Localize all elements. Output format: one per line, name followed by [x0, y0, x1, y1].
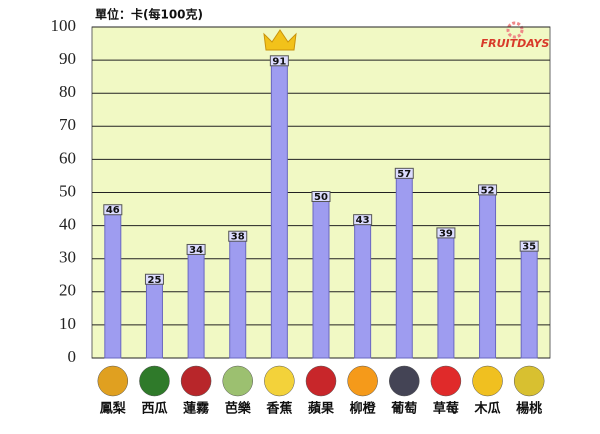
y-tick-label: 20: [59, 281, 76, 300]
fruit-icon: [180, 365, 212, 397]
value-label-box: [394, 167, 414, 179]
x-tick-label: 蓮霧: [183, 401, 210, 417]
logo-ring: [506, 21, 524, 39]
x-tick-label: 芭樂: [225, 401, 252, 417]
bar: [354, 215, 372, 359]
bar: [312, 192, 330, 359]
x-tick-label: 香蕉: [265, 401, 292, 417]
x-tick-label: 木瓜: [474, 401, 501, 417]
bar: [437, 228, 455, 359]
value-label-box: [269, 55, 289, 67]
value-label: 35: [522, 242, 536, 253]
value-label: 38: [231, 232, 245, 243]
y-tick-label: 10: [59, 314, 76, 333]
value-label-box: [519, 240, 539, 252]
fruit-icon: [97, 365, 129, 397]
y-tick-label: 70: [59, 115, 76, 134]
y-tick-label: 40: [59, 215, 76, 234]
fruit-icon: [389, 365, 420, 397]
x-tick-label: 西瓜: [141, 402, 167, 417]
value-label: 50: [314, 192, 328, 203]
fruit-icon: [513, 365, 545, 397]
bar: [270, 56, 288, 359]
value-label-box: [186, 243, 206, 255]
x-tick-label: 柳橙: [350, 401, 377, 417]
value-label: 57: [397, 169, 411, 180]
fruit-icon: [222, 365, 253, 397]
y-tick-label: 0: [68, 347, 77, 366]
bar: [104, 205, 122, 359]
x-tick-label: 葡萄: [390, 401, 417, 417]
value-label: 25: [147, 275, 161, 286]
bar: [229, 231, 247, 359]
fruit-icon: [472, 365, 503, 397]
x-tick-label: 鳳梨: [100, 401, 127, 417]
x-tick-label: 草莓: [433, 401, 459, 417]
fruit-icon: [264, 365, 295, 397]
value-label: 46: [106, 205, 120, 216]
bar: [479, 185, 497, 359]
fruit-icon: [347, 365, 378, 397]
x-tick-label: 蘋果: [308, 401, 334, 417]
bar: [395, 168, 413, 359]
bar: [187, 244, 205, 359]
value-label-box: [478, 184, 498, 196]
y-tick-label: 80: [59, 82, 76, 101]
value-label: 52: [481, 185, 495, 196]
value-label-box: [311, 191, 331, 202]
y-tick-label: 100: [51, 16, 77, 35]
bar: [145, 274, 163, 359]
y-tick-label: 30: [59, 248, 76, 267]
fruit-icon: [139, 365, 170, 397]
bar: [520, 241, 538, 359]
logo: FRUITDAYS: [481, 37, 550, 50]
crown: [263, 29, 297, 51]
value-label-box: [144, 273, 164, 285]
y-tick-label: 50: [59, 181, 76, 200]
value-label-box: [353, 214, 373, 226]
value-label: 91: [272, 56, 286, 67]
value-label: 34: [189, 245, 203, 256]
x-tick-label: 楊桃: [516, 401, 542, 417]
value-label: 39: [439, 228, 453, 239]
y-tick-label: 90: [59, 49, 76, 68]
y-tick-label: 60: [59, 148, 76, 167]
value-label: 43: [356, 215, 370, 226]
chart-subtitle: 單位：卡(每100克): [95, 7, 203, 22]
value-label-box: [103, 204, 123, 216]
value-label-box: [436, 227, 456, 239]
fruit-icon: [305, 365, 337, 397]
value-label-box: [228, 230, 248, 242]
fruit-icon: [430, 365, 462, 397]
